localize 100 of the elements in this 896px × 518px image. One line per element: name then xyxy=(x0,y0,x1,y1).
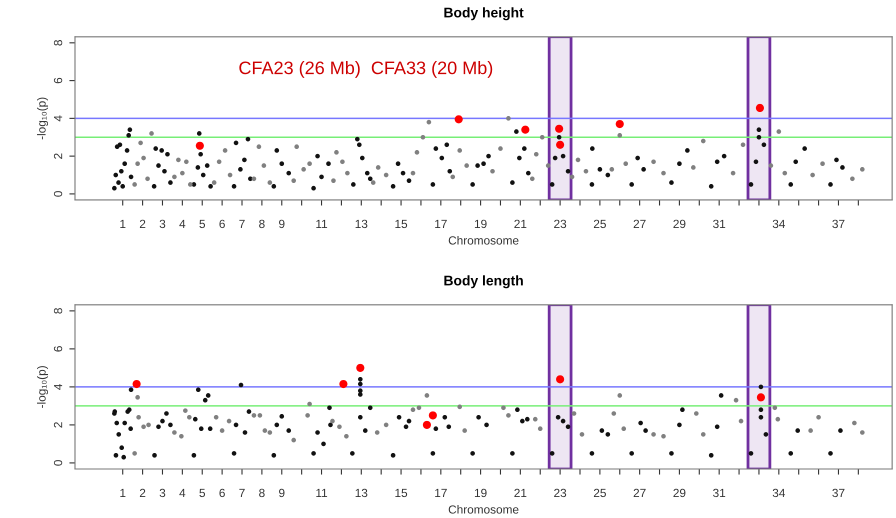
y-tick-label: 4 xyxy=(54,384,62,390)
x-tick-label: 34 xyxy=(772,488,786,498)
x-tick-label: 11 xyxy=(316,220,328,228)
x-tick-label: 13 xyxy=(356,220,368,228)
y-tick-label: 6 xyxy=(54,78,62,84)
point xyxy=(521,126,530,134)
point xyxy=(132,380,141,388)
x-tick-label: 21 xyxy=(514,488,526,497)
point xyxy=(756,104,764,112)
x-tick-label: 2 xyxy=(140,220,146,228)
x-tick-label: 9 xyxy=(279,488,284,498)
point xyxy=(661,434,666,439)
x-tick-label: 25 xyxy=(594,488,606,498)
point xyxy=(291,438,296,442)
y-tick-label: 8 xyxy=(54,308,62,314)
point xyxy=(422,420,431,429)
point xyxy=(572,411,576,416)
chart-title: Body length xyxy=(444,275,523,288)
point xyxy=(617,393,622,398)
point xyxy=(501,405,506,410)
point xyxy=(258,413,262,418)
point xyxy=(356,364,364,372)
point xyxy=(808,428,813,433)
x-tick-label: 9 xyxy=(279,220,284,228)
point xyxy=(146,422,151,428)
x-tick-label: 29 xyxy=(673,488,686,498)
x-tick-label: 23 xyxy=(554,488,566,498)
point xyxy=(756,393,765,402)
x-tick-label: 8 xyxy=(259,488,265,498)
point xyxy=(457,404,462,410)
point xyxy=(532,416,538,422)
point xyxy=(268,430,272,435)
point xyxy=(226,418,232,424)
x-tick-label: 15 xyxy=(395,220,408,228)
x-tick-label: 19 xyxy=(474,220,487,228)
x-tick-label: 23 xyxy=(554,220,566,228)
point xyxy=(616,120,624,128)
point xyxy=(374,430,380,435)
x-tick-label: 27 xyxy=(634,220,646,228)
x-tick-label: 27 xyxy=(634,488,646,497)
point xyxy=(344,434,349,439)
x-tick-label: 7 xyxy=(239,220,245,228)
point xyxy=(214,415,218,420)
point xyxy=(772,405,778,410)
point xyxy=(651,432,656,437)
x-tick-label: 1 xyxy=(120,220,126,228)
point xyxy=(305,413,310,418)
annotation: CFA23 (26 Mb) CFA33 (20 Mb) xyxy=(239,60,492,78)
point xyxy=(860,430,865,435)
x-tick-label: 13 xyxy=(356,488,368,498)
point xyxy=(454,115,463,124)
point xyxy=(816,415,821,420)
point xyxy=(738,418,744,424)
point xyxy=(428,411,437,420)
point xyxy=(330,418,335,424)
point xyxy=(416,405,422,410)
y-tick-label: 0 xyxy=(54,191,62,197)
y-axis-title: -log₁₀(p) xyxy=(37,98,48,140)
x-tick-label: 4 xyxy=(179,488,186,497)
point xyxy=(179,434,184,439)
point xyxy=(556,140,564,149)
point xyxy=(694,411,699,416)
point xyxy=(384,422,388,428)
x-tick-label: 37 xyxy=(832,220,844,228)
point xyxy=(621,426,626,432)
point xyxy=(424,393,430,398)
x-tick-label: 31 xyxy=(713,488,726,498)
x-tick-label: 3 xyxy=(160,488,166,498)
point xyxy=(307,402,312,406)
point xyxy=(252,413,256,418)
x-tick-label: 1 xyxy=(120,488,126,497)
x-axis-title: Chromosome xyxy=(448,505,518,514)
point xyxy=(187,415,192,420)
point xyxy=(580,432,584,437)
x-tick-label: 8 xyxy=(259,220,265,228)
x-tick-label: 37 xyxy=(832,488,844,498)
point xyxy=(135,395,140,400)
x-tick-label: 6 xyxy=(219,220,225,228)
x-tick-label: 5 xyxy=(199,488,206,498)
point xyxy=(183,408,188,413)
point xyxy=(700,432,706,437)
y-axis-title: -log₁₀(p) xyxy=(37,366,48,408)
x-tick-label: 4 xyxy=(179,220,186,228)
point xyxy=(852,420,857,426)
x-tick-label: 31 xyxy=(713,220,726,228)
x-tick-label: 3 xyxy=(160,220,166,228)
point xyxy=(141,424,146,430)
x-tick-label: 21 xyxy=(514,220,526,228)
point xyxy=(136,415,141,420)
x-tick-label: 6 xyxy=(219,488,225,498)
point xyxy=(462,428,467,433)
point xyxy=(555,124,564,133)
point xyxy=(734,398,738,402)
x-tick-label: 17 xyxy=(435,220,447,228)
x-tick-label: 7 xyxy=(239,488,245,497)
y-tick-label: 6 xyxy=(54,346,62,352)
point xyxy=(196,142,204,150)
x-tick-label: 11 xyxy=(316,488,328,497)
point xyxy=(339,380,348,388)
point xyxy=(220,428,224,433)
